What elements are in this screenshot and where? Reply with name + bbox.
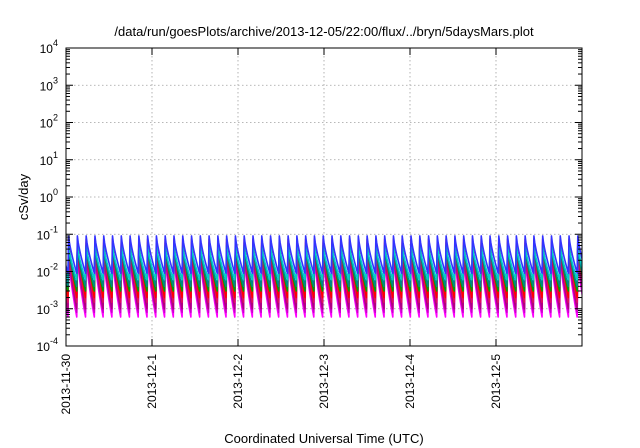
x-tick-label: 2013-11-30 (59, 354, 73, 415)
y-tick-label: 10-4 (37, 336, 58, 354)
series-line-8 (66, 235, 582, 274)
x-tick-label: 2013-12-5 (489, 354, 503, 409)
y-axis-label: cSv/day (16, 173, 31, 220)
y-tick-label: 104 (40, 38, 58, 56)
x-tick-label: 2013-12-1 (145, 354, 159, 409)
x-tick-label: 2013-12-2 (231, 354, 245, 409)
axis-ticks (65, 47, 582, 347)
chart-title: /data/run/goesPlots/archive/2013-12-05/2… (114, 24, 534, 39)
series-group (66, 235, 582, 318)
series-line-7 (66, 244, 582, 281)
y-tick-label: 102 (40, 113, 58, 131)
x-tick-label: 2013-12-4 (403, 354, 417, 409)
x-tick-label: 2013-12-3 (317, 354, 331, 409)
y-tick-label: 103 (40, 75, 58, 93)
y-tick-label: 10-2 (37, 262, 58, 280)
x-axis-label: Coordinated Universal Time (UTC) (224, 431, 423, 446)
y-tick-label: 10-3 (37, 299, 58, 317)
y-tick-label: 10-1 (37, 224, 58, 242)
y-tick-label: 101 (40, 150, 58, 168)
y-tick-label: 100 (40, 187, 58, 205)
